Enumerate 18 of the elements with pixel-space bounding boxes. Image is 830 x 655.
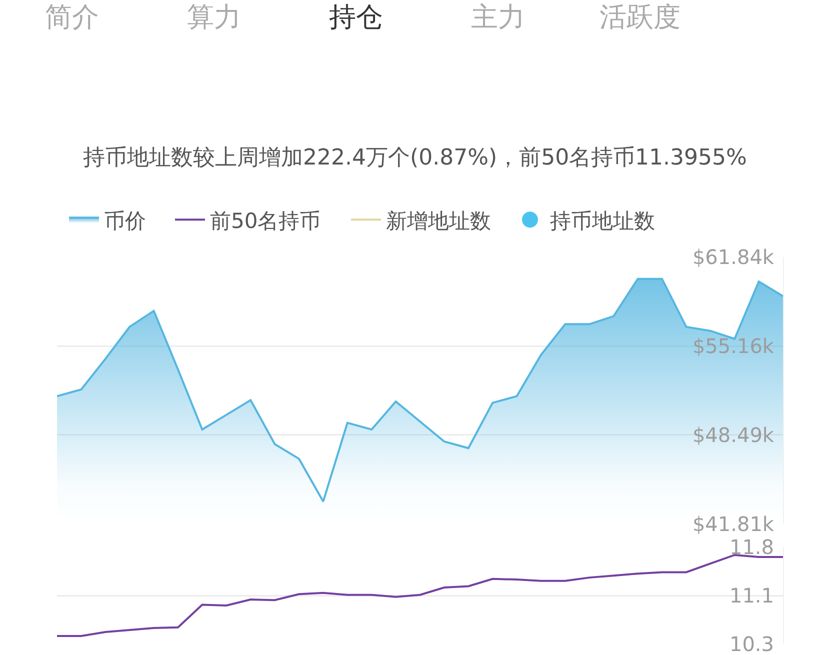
y-tick-label: $48.49k: [692, 422, 774, 447]
legend-label: 新增地址数: [386, 208, 491, 233]
chart-title: 持币地址数较上周增加222.4万个(0.87%)，前50名持币11.3955%: [83, 146, 747, 171]
text: 主力: [470, 1, 526, 35]
text: 持仓: [328, 1, 384, 35]
line-series: [57, 554, 783, 638]
legend-label: 前50名持币: [210, 208, 321, 233]
y-tick-label: $55.16k: [692, 334, 774, 358]
text: 算力: [186, 1, 242, 35]
legend-label: 币价: [104, 208, 146, 233]
y-tick-label: 11.8: [729, 535, 774, 559]
text: 简介: [44, 1, 100, 35]
y-tick-label: $61.84k: [692, 245, 774, 269]
legend-label: 持币地址数: [550, 208, 655, 233]
text: 活跃度: [598, 1, 682, 35]
y-tick-label: $41.81k: [692, 512, 774, 536]
y-tick-label: 10.3: [729, 632, 774, 655]
y-tick-label: 11.1: [729, 584, 774, 608]
